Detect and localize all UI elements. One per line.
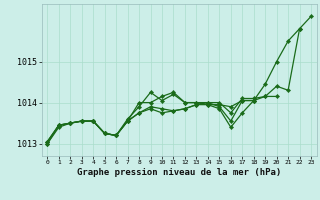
X-axis label: Graphe pression niveau de la mer (hPa): Graphe pression niveau de la mer (hPa) xyxy=(77,168,281,177)
